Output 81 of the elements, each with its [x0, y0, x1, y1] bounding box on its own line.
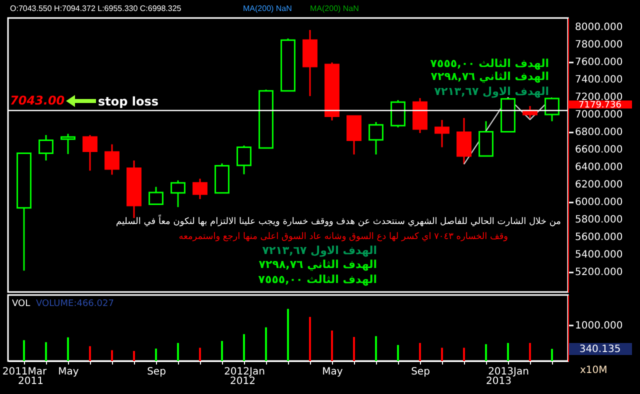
y-tick-label: 6600.000	[575, 144, 623, 156]
text: x10M	[580, 365, 608, 376]
bar	[463, 348, 465, 361]
candlestick	[82, 134, 98, 172]
candlestick	[38, 134, 54, 162]
candlestick	[456, 117, 472, 165]
bar	[507, 342, 509, 361]
y-tick-label: 7000.000	[575, 109, 623, 120]
x-tick-label: May	[322, 366, 343, 378]
annotation: الهدف الثالث ٧٥٥٥,٠٠	[430, 57, 549, 70]
text: 340.135	[579, 344, 621, 355]
bar	[199, 348, 201, 361]
annotation: وقف الخساره ٧٠٤٣ اي كسر لها دع السوق وشانه عاد السوق اعلى منها ارجع واستمرمعه	[178, 232, 508, 242]
y-tick-label: 8000.000	[575, 22, 623, 33]
bar	[287, 308, 289, 361]
y-tick-label: 7600.000	[575, 56, 623, 68]
bar	[133, 350, 135, 361]
text: 2012	[230, 376, 256, 387]
bar	[419, 342, 421, 361]
text: 2011	[18, 376, 44, 387]
x-tick-label: May	[58, 366, 79, 378]
y-tick-label: 7400.000	[575, 74, 623, 86]
annotation: الهدف الثالث ٧٥٥٥,٠٠	[258, 273, 377, 286]
y-tick-label: 7800.000	[575, 39, 623, 50]
bar	[331, 330, 333, 361]
candlestick	[368, 121, 384, 156]
x-tick-label: 2011Mar	[2, 366, 48, 378]
annotation: الهدف الاول ٧٢١٣,٦٧	[262, 244, 377, 257]
y-tick-label: 5600.000	[575, 232, 623, 243]
y-tick-label: 6800.000	[575, 126, 623, 138]
bar	[67, 337, 69, 361]
candlestick	[192, 178, 208, 200]
y-tick-label: 5400.000	[575, 249, 623, 260]
candlestick	[170, 180, 186, 208]
y-tick-label: 6400.000	[575, 162, 623, 173]
candlestick	[434, 119, 450, 148]
bar	[265, 327, 267, 361]
candlestick	[544, 97, 560, 122]
x-tick-label: Sep	[147, 366, 166, 378]
bar	[23, 340, 25, 361]
y-tick-label: 6200.000	[575, 179, 623, 190]
bar	[243, 334, 245, 361]
annotation: الهدف الاول ٧٢١٣,٦٧	[434, 85, 549, 98]
text: 2013	[486, 376, 512, 387]
text: 7179.736	[578, 100, 622, 110]
bar	[397, 344, 399, 361]
candlestick	[148, 186, 164, 206]
bar	[155, 348, 157, 361]
y-tick-label: 5200.000	[575, 266, 623, 278]
bar	[441, 348, 443, 361]
candlestick	[390, 99, 406, 128]
annotation: VOL	[12, 299, 30, 309]
bar	[177, 342, 179, 361]
bar	[353, 336, 355, 361]
bar	[89, 346, 91, 361]
bar	[485, 344, 487, 361]
text: O:7043.550 H:7094.372 L:6955.330 C:6998.325	[10, 4, 182, 13]
candlestick	[104, 144, 120, 176]
bar	[221, 340, 223, 361]
annotation: الهدف الثاني ٧٢٩٨,٧٦	[258, 258, 377, 271]
annotation: الهدف الثاني ٧٢٩٨,٧٦	[430, 70, 549, 83]
text: MA(200) NaN	[243, 4, 292, 13]
bar	[309, 316, 311, 361]
bar	[45, 342, 47, 361]
bar	[551, 348, 553, 361]
y-tick-label: 6000.000	[575, 196, 623, 208]
ref-line-label: 7043.00	[10, 94, 65, 108]
annotation: VOLUME:466.027	[36, 299, 114, 309]
candlestick	[236, 144, 252, 176]
candlestick	[60, 133, 76, 155]
y-tick-label: 1000.000	[575, 320, 623, 332]
annotation: stop loss	[98, 94, 159, 109]
x-tick-label: Sep	[411, 366, 430, 378]
bar	[529, 342, 531, 361]
annotation: من خلال الشارت الحالي للفاصل الشهري سنتحدث عن هدف ووقف خسارة ويجب علينا الالتزام بها لنكون معاً في السليم	[116, 214, 562, 227]
bar	[111, 350, 113, 361]
x-tick-label: 2013Jan	[488, 366, 529, 378]
text: MA(200) NaN	[310, 4, 360, 13]
bar	[375, 336, 377, 361]
y-tick-label: 5800.000	[575, 214, 623, 226]
x-tick-label: 2012Jan	[224, 366, 265, 378]
